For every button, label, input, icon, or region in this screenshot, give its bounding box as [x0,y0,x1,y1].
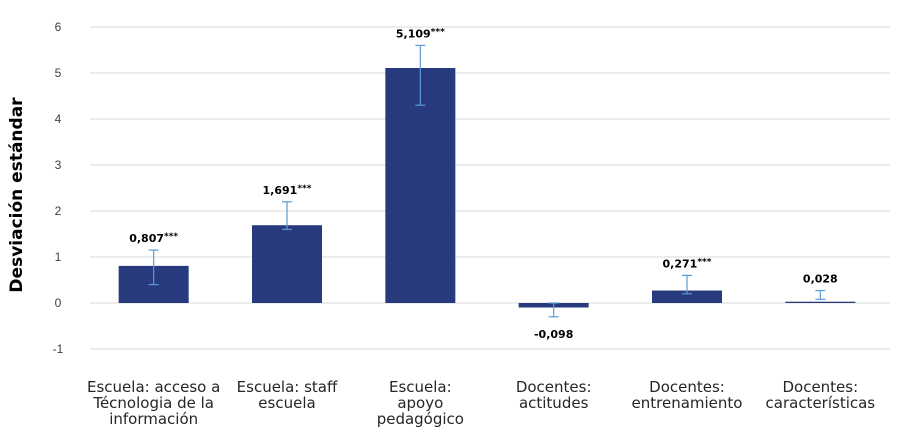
data-label: -0,098 [534,328,573,341]
x-category-label: Escuela: apoyo pedagógico [377,378,464,428]
y-tick-label: -1 [53,342,64,356]
x-category-label: Docentes: entrenamiento [632,378,743,412]
y-tick-label: 5 [55,66,62,80]
y-tick-label: 2 [55,204,62,218]
bar [652,290,722,303]
y-axis-label: Desviación estándar [7,97,27,293]
data-label: 0,271*** [663,257,712,270]
value-labels: 0,807*** 1,691*** 5,109*** -0,098 0,271*** 0,… [129,27,838,340]
y-tick-label: 1 [55,250,62,264]
y-tick-label: 3 [55,158,62,172]
y-tick-label: 4 [55,112,62,126]
y-axis-ticks: -1 0 1 2 3 4 5 6 [53,20,64,356]
bars [118,67,856,308]
data-label: 0,807*** [129,232,178,245]
x-axis-categories: Escuela: acceso a Técnologia de la informa… [87,378,875,428]
error-bars [148,44,826,318]
x-category-label: Escuela: acceso a Técnologia de la informa… [87,378,220,428]
y-tick-label: 0 [55,296,62,310]
x-category-label: Docentes: actitudes [516,378,592,412]
y-tick-label: 6 [55,20,62,34]
bar [385,67,456,304]
data-label: 0,028 [803,273,838,286]
x-category-label: Escuela: staff escuela [237,378,338,412]
gridlines [90,26,890,350]
data-label: 5,109*** [396,27,445,40]
data-label: 1,691*** [263,184,312,197]
bar [252,225,322,303]
x-category-label: Docentes: características [766,378,876,412]
bar [785,301,856,303]
